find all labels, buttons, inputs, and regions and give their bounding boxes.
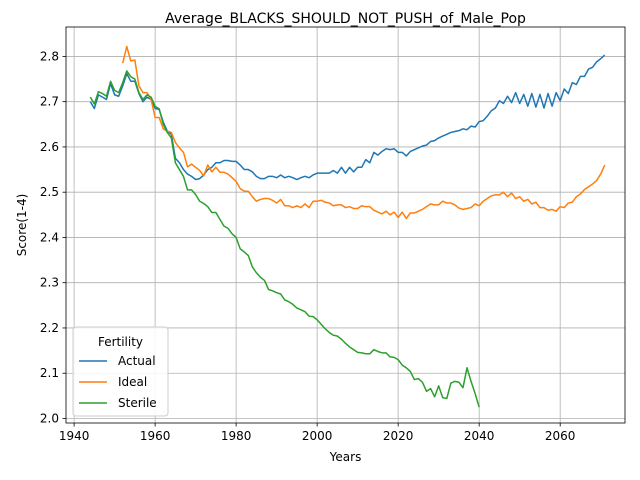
y-tick-label: 2.4 [40, 230, 59, 244]
y-tick-label: 2.7 [40, 95, 59, 109]
y-axis-label: Score(1-4) [15, 194, 29, 257]
chart-title: Average_BLACKS_SHOULD_NOT_PUSH_of_Male_P… [165, 11, 526, 27]
legend-label-sterile: Sterile [118, 396, 157, 410]
series-line-actual [90, 55, 604, 179]
y-tick-label: 2.3 [40, 276, 59, 290]
x-axis-label: Years [329, 450, 362, 464]
y-tick-label: 2.6 [40, 140, 59, 154]
y-tick-label: 2.1 [40, 366, 59, 380]
legend-title: Fertility [98, 335, 143, 349]
y-tick-label: 2.2 [40, 321, 59, 335]
y-tick-label: 2.5 [40, 185, 59, 199]
y-tick-label: 2.0 [40, 411, 59, 425]
x-tick-label: 2040 [464, 429, 495, 443]
legend-label-ideal: Ideal [118, 375, 147, 389]
x-tick-label: 1960 [140, 429, 171, 443]
series-line-ideal [123, 46, 605, 218]
x-tick-label: 2060 [545, 429, 576, 443]
x-tick-label: 2020 [383, 429, 414, 443]
x-tick-label: 2000 [302, 429, 333, 443]
legend-label-actual: Actual [118, 354, 156, 368]
y-tick-label: 2.8 [40, 49, 59, 63]
legend: Fertility Actual Ideal Sterile [73, 327, 168, 416]
x-tick-label: 1980 [221, 429, 252, 443]
x-tick-label: 1940 [59, 429, 90, 443]
